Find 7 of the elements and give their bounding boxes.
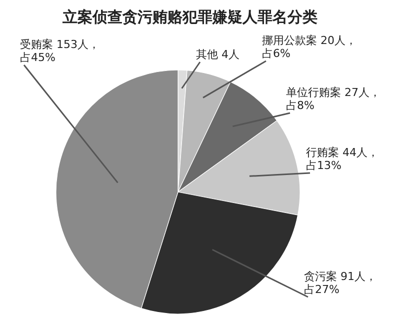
slice-label: 行贿案 44人，占13% [306,146,378,172]
chart-title: 立案侦查贪污贿赂犯罪嫌疑人罪名分类 [62,8,318,26]
slice-label: 单位行贿案 27人，占8% [286,86,380,112]
slice-label: 挪用公款案 20人，占6% [262,34,356,60]
slice-label: 受贿案 153人，占45% [20,38,100,64]
slice-label: 贪污案 91人，占27% [304,270,376,296]
slice-label: 其他 4人 [196,48,240,61]
